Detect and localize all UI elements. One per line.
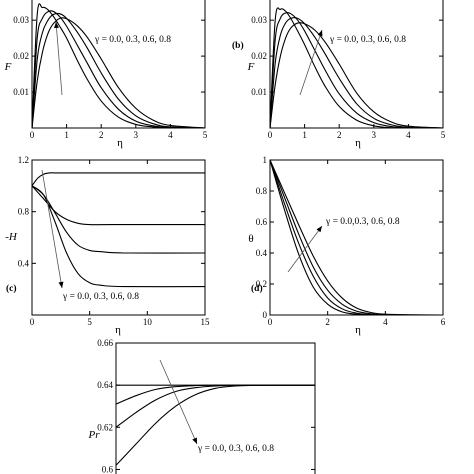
x-axis-label: η bbox=[355, 137, 361, 149]
x-tick-label: 2 bbox=[325, 317, 330, 327]
x-tick-label: 1 bbox=[302, 130, 307, 140]
y-tick-label: 0.02 bbox=[251, 51, 267, 61]
plot-frame bbox=[115, 342, 316, 474]
gamma-arrow-head bbox=[58, 281, 64, 288]
panel-5: 0.6 0.62 0.64 0.66 Pr γ = 0.0, 0.3, 0.6, 0.8 bbox=[88, 338, 316, 474]
x-tick-label: 4 bbox=[383, 317, 388, 327]
gamma-annotation: γ = 0.0, 0.3, 0.6, 0.8 bbox=[62, 292, 139, 302]
y-axis-label: F bbox=[4, 61, 12, 73]
plot-frame bbox=[269, 159, 444, 316]
panel-3: 0 5 10 15 0.4 0.8 1.2 -H η (c) γ = 0.0, 0.3, 0.6, … bbox=[5, 155, 210, 336]
gamma-arrow-line bbox=[41, 169, 63, 289]
series-line-3 bbox=[270, 17, 443, 128]
y-tick-label: 0.8 bbox=[256, 186, 268, 196]
series-line-1 bbox=[32, 3, 205, 128]
gamma-arrow-head bbox=[192, 437, 197, 444]
gamma-arrow-head bbox=[317, 30, 323, 37]
series-line-4 bbox=[32, 17, 205, 128]
series-line-1 bbox=[32, 172, 205, 187]
series-line-3 bbox=[116, 384, 315, 428]
x-tick-label: 4 bbox=[168, 130, 173, 140]
gamma-annotation: γ = 0.0, 0.3, 0.6, 0.8 bbox=[329, 35, 406, 45]
y-tick-label: 0.2 bbox=[256, 279, 267, 289]
series-line-4 bbox=[32, 185, 205, 288]
x-tick-label: 4 bbox=[406, 130, 411, 140]
y-tick-label: 0.64 bbox=[97, 380, 113, 390]
y-tick-label: 0 bbox=[263, 310, 268, 320]
x-tick-label: 2 bbox=[99, 130, 104, 140]
plot-frame bbox=[269, 0, 444, 129]
y-tick-label: 0.01 bbox=[13, 87, 29, 97]
y-tick-label: 0.66 bbox=[97, 338, 113, 348]
y-tick-label: 0.4 bbox=[18, 258, 30, 268]
x-tick-label: 1 bbox=[64, 130, 69, 140]
panel-4: 0 2 4 6 0 0.2 0.4 0.6 0.8 1 θ η (d) γ = 0.0,0.3, 0.6,… bbox=[248, 155, 445, 336]
series-line-2 bbox=[32, 10, 205, 128]
gamma-arrow-line bbox=[159, 359, 198, 445]
y-tick-label: 0.6 bbox=[256, 217, 268, 227]
series-line-4 bbox=[116, 384, 315, 466]
x-tick-label: 3 bbox=[372, 130, 377, 140]
gamma-annotation: γ = 0.0,0.3, 0.6, 0.8 bbox=[325, 217, 400, 227]
gamma-annotation: γ = 0.0, 0.3, 0.6, 0.8 bbox=[197, 444, 274, 454]
x-axis-label: η bbox=[355, 324, 361, 336]
x-tick-label: 2 bbox=[337, 130, 342, 140]
y-axis-label: -H bbox=[5, 231, 18, 243]
y-tick-label: 0.4 bbox=[256, 248, 268, 258]
x-tick-label: 10 bbox=[143, 317, 153, 327]
series-line-2 bbox=[32, 185, 205, 226]
panel-label: (d) bbox=[251, 283, 263, 294]
series-line-4 bbox=[270, 160, 443, 315]
gamma-arrow-line bbox=[299, 29, 323, 96]
series-line-2 bbox=[270, 160, 443, 315]
series-line-3 bbox=[32, 12, 205, 128]
gamma-annotation: γ = 0.0, 0.3, 0.6, 0.8 bbox=[94, 35, 171, 45]
y-tick-label: 0.02 bbox=[13, 51, 29, 61]
series-line-2 bbox=[270, 11, 443, 128]
plot-frame bbox=[31, 159, 206, 316]
y-tick-label: 0.62 bbox=[97, 422, 113, 432]
plot-frame bbox=[31, 0, 206, 129]
y-tick-label: 0.01 bbox=[251, 87, 267, 97]
panel-label: (c) bbox=[6, 283, 17, 294]
x-tick-label: 3 bbox=[134, 130, 139, 140]
gamma-arrow-head bbox=[53, 22, 59, 29]
x-tick-label: 0 bbox=[268, 317, 273, 327]
y-axis-label: Pr bbox=[88, 429, 101, 441]
x-axis-label: η bbox=[115, 324, 121, 336]
x-tick-label: 5 bbox=[441, 130, 446, 140]
gamma-arrow-line bbox=[55, 21, 63, 96]
series-line-1 bbox=[270, 7, 443, 128]
x-tick-label: 6 bbox=[441, 317, 446, 327]
gamma-arrow-head bbox=[316, 226, 322, 233]
x-tick-label: 5 bbox=[87, 317, 92, 327]
y-tick-label: 0.03 bbox=[13, 15, 29, 25]
x-tick-label: 5 bbox=[203, 130, 208, 140]
series-line-4 bbox=[270, 22, 443, 128]
y-axis-label: F bbox=[247, 61, 255, 73]
x-tick-label: 0 bbox=[30, 130, 35, 140]
x-tick-label: 15 bbox=[201, 317, 211, 327]
panel-2: 0 1 2 3 4 5 0.01 0.02 0.03 Fη (b) γ = 0.0, 0.3, 0.6… bbox=[232, 0, 446, 149]
y-tick-label: 0.03 bbox=[251, 15, 267, 25]
y-tick-label: 1.2 bbox=[18, 155, 29, 165]
x-axis-label: η bbox=[117, 137, 123, 149]
y-tick-label: 0.6 bbox=[102, 464, 114, 474]
panel-label: (b) bbox=[232, 40, 244, 51]
series-line-1 bbox=[270, 160, 443, 315]
x-tick-label: 0 bbox=[268, 130, 273, 140]
series-line-3 bbox=[32, 185, 205, 254]
gamma-arrow-line bbox=[287, 225, 323, 273]
y-tick-label: 1 bbox=[263, 155, 268, 165]
panel-1: 0 1 2 3 4 5 0.01 0.02 0.03 Fη γ = 0.0, 0.3, 0.6, 0… bbox=[4, 0, 208, 149]
x-tick-label: 0 bbox=[30, 317, 35, 327]
y-axis-label: θ bbox=[248, 233, 253, 245]
y-tick-label: 0.8 bbox=[18, 207, 30, 217]
